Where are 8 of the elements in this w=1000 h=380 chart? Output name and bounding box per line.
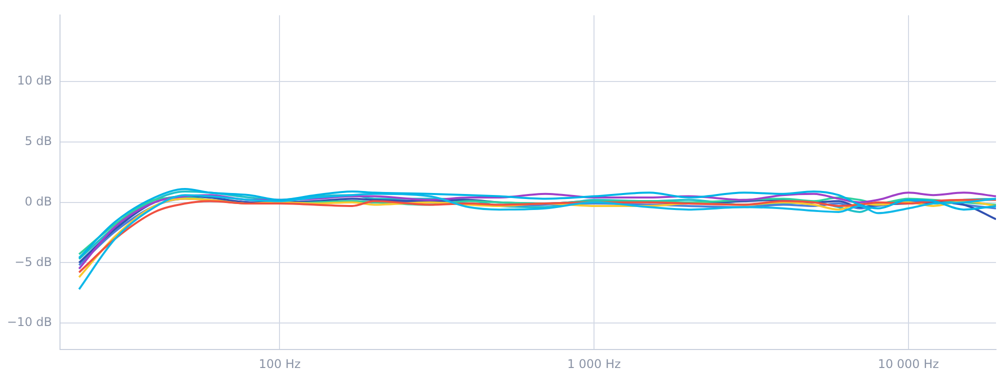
x-tick-label: 10 000 Hz bbox=[878, 356, 939, 371]
x-tick-label: 1 000 Hz bbox=[567, 356, 621, 371]
y-tick-label: 10 dB bbox=[17, 74, 52, 88]
y-tick-label: 5 dB bbox=[24, 134, 52, 148]
y-tick-label: −10 dB bbox=[7, 315, 52, 330]
y-tick-label: −5 dB bbox=[14, 254, 52, 269]
x-tick-label: 100 Hz bbox=[258, 356, 301, 371]
y-tick-label: 0 dB bbox=[24, 194, 52, 208]
